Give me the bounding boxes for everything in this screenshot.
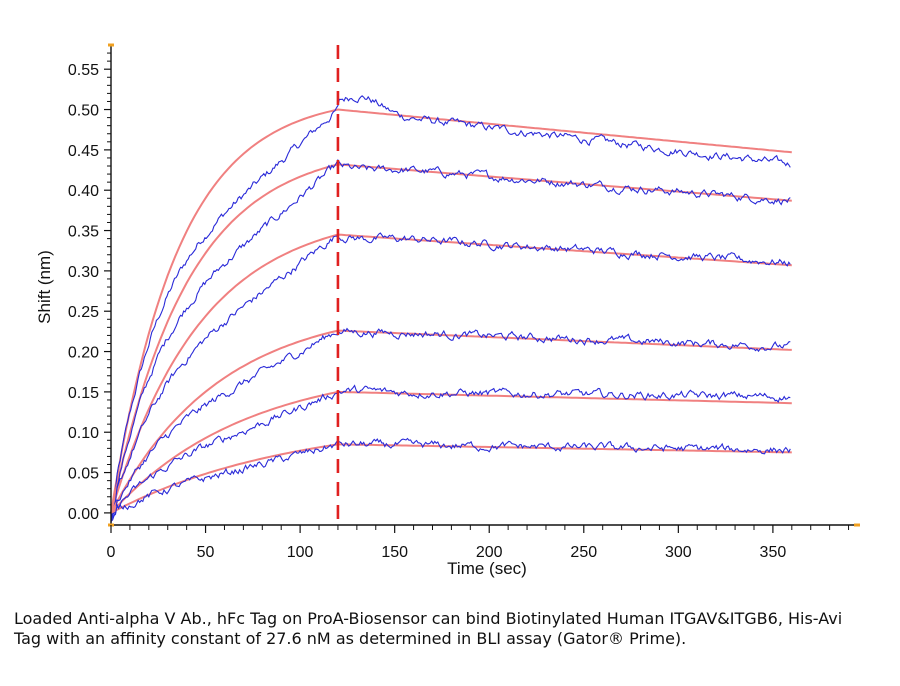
- y-axis-title: Shift (nm): [35, 250, 54, 324]
- x-tick-label: 0: [107, 544, 116, 561]
- y-tick-label: 0.45: [68, 143, 99, 160]
- x-tick-label: 300: [665, 544, 692, 561]
- measured-curve: [110, 232, 791, 519]
- y-tick-label: 0.10: [68, 425, 99, 442]
- measured-curve: [111, 384, 791, 521]
- y-tick-label: 0.00: [68, 506, 99, 523]
- x-tick-label: 100: [287, 544, 314, 561]
- x-tick-label: 50: [197, 544, 215, 561]
- fit-curve: [110, 233, 792, 514]
- figure-caption: Loaded Anti-alpha V Ab., hFc Tag on ProA…: [14, 609, 843, 648]
- fit-curve: [110, 329, 792, 514]
- y-tick-label: 0.20: [68, 345, 99, 362]
- fit-curve: [110, 108, 792, 514]
- fit-curve: [110, 163, 792, 514]
- measured-curve: [110, 159, 791, 524]
- x-tick-label: 250: [570, 544, 597, 561]
- y-tick-label: 0.25: [68, 304, 99, 321]
- x-tick-label: 350: [760, 544, 787, 561]
- fit-curve: [110, 443, 792, 514]
- y-tick-label: 0.55: [68, 62, 99, 79]
- x-tick-label: 200: [476, 544, 503, 561]
- y-tick-label: 0.30: [68, 264, 99, 281]
- y-tick-label: 0.50: [68, 103, 99, 120]
- bli-sensorgram-chart: 0.00 0.05 0.10 0.15 0.20 0.25 0.30 0.35 0.40 0.45…: [35, 43, 860, 578]
- fit-curve: [110, 390, 792, 514]
- y-tick-label: 0.05: [68, 466, 99, 483]
- measured-curve: [110, 95, 791, 521]
- axes: 0.00 0.05 0.10 0.15 0.20 0.25 0.30 0.35 0.40 0.45…: [68, 43, 860, 561]
- measured-curve: [110, 437, 791, 520]
- y-tick-label: 0.35: [68, 224, 99, 241]
- y-tick-label: 0.40: [68, 183, 99, 200]
- measured-curve: [110, 327, 791, 522]
- x-axis-title: Time (sec): [447, 559, 527, 578]
- y-tick-label: 0.15: [68, 385, 99, 402]
- sensorgram-curves: [110, 95, 792, 524]
- x-tick-label: 150: [381, 544, 408, 561]
